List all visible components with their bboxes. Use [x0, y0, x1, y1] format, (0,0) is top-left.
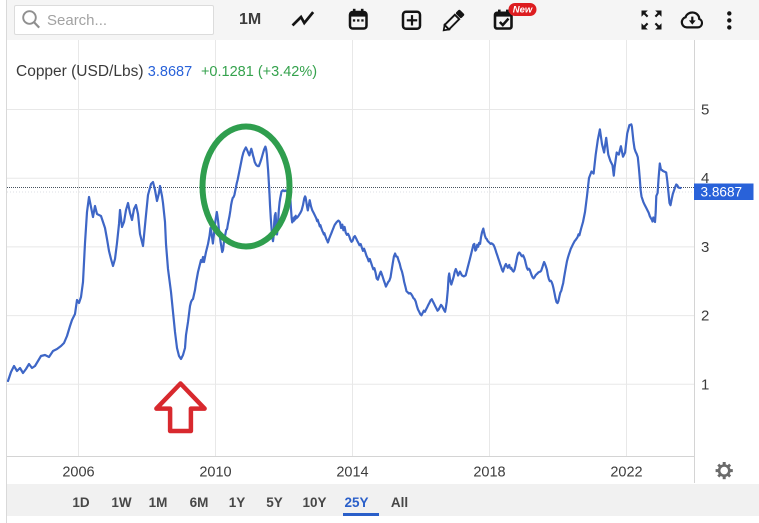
svg-text:2006: 2006 [62, 465, 94, 481]
svg-text:4: 4 [701, 170, 709, 187]
svg-text:3: 3 [701, 239, 709, 256]
svg-text:2014: 2014 [336, 465, 368, 481]
svg-text:3.8687: 3.8687 [701, 185, 743, 200]
svg-text:New: New [513, 5, 533, 16]
svg-text:5: 5 [701, 102, 709, 119]
svg-text:2022: 2022 [610, 465, 642, 481]
svg-text:2010: 2010 [199, 465, 231, 481]
svg-text:2018: 2018 [473, 465, 505, 481]
svg-text:2: 2 [701, 308, 709, 325]
svg-text:1: 1 [701, 376, 709, 393]
